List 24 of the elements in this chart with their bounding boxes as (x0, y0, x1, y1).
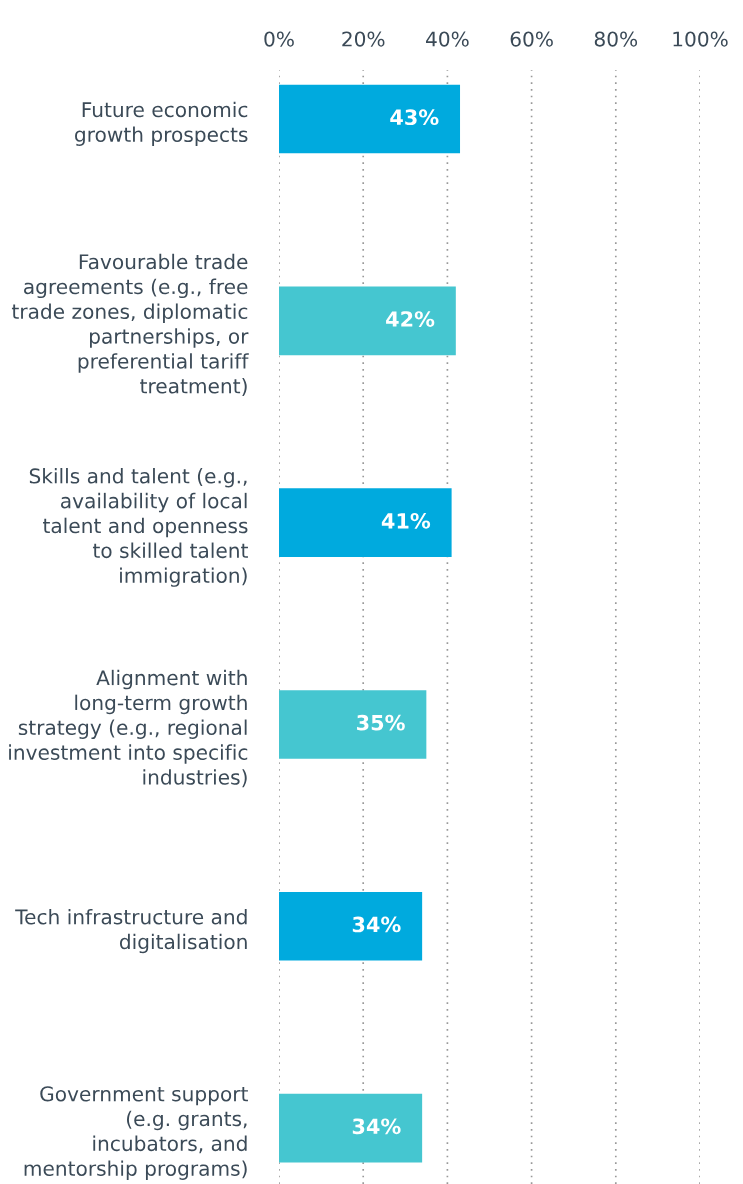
bar (279, 891, 423, 961)
y-tick-label: Alignment with long-term growth strategy (e.g., regional investment into specific industries) (9, 669, 248, 788)
data-label: 41% (381, 512, 431, 529)
x-tick-label: 80% (594, 31, 638, 47)
x-tick-label: 0% (264, 31, 294, 47)
data-label: 34% (352, 1118, 401, 1135)
y-tick-label: Skills and talent (e.g., availability of local talent and openness to skilled talent immigration) (29, 468, 248, 587)
data-label: 43% (390, 109, 439, 126)
data-label: 35% (357, 714, 405, 731)
bar (279, 488, 452, 557)
y-tick-label: Government support (e.g. grants, incubators, and mentorship programs) (24, 1086, 248, 1180)
bar (279, 84, 461, 154)
bar (279, 690, 427, 759)
y-tick-label: Future economic growth prospects (75, 101, 248, 146)
y-tick-label: Favourable trade agreements (e.g., free trade zones, diplomatic partnerships, or preferential tariff treatment) (11, 253, 249, 396)
x-tick-label: 100% (673, 31, 728, 47)
data-label: 34% (352, 916, 401, 933)
bar (279, 1093, 423, 1163)
bar (279, 286, 456, 356)
x-tick-label: 20% (342, 31, 385, 47)
y-tick-label: Tech infrastructure and digitalisation (15, 908, 247, 954)
data-label: 42% (386, 311, 435, 327)
x-tick-label: 60% (510, 31, 553, 47)
x-tick-label: 40% (426, 31, 469, 47)
